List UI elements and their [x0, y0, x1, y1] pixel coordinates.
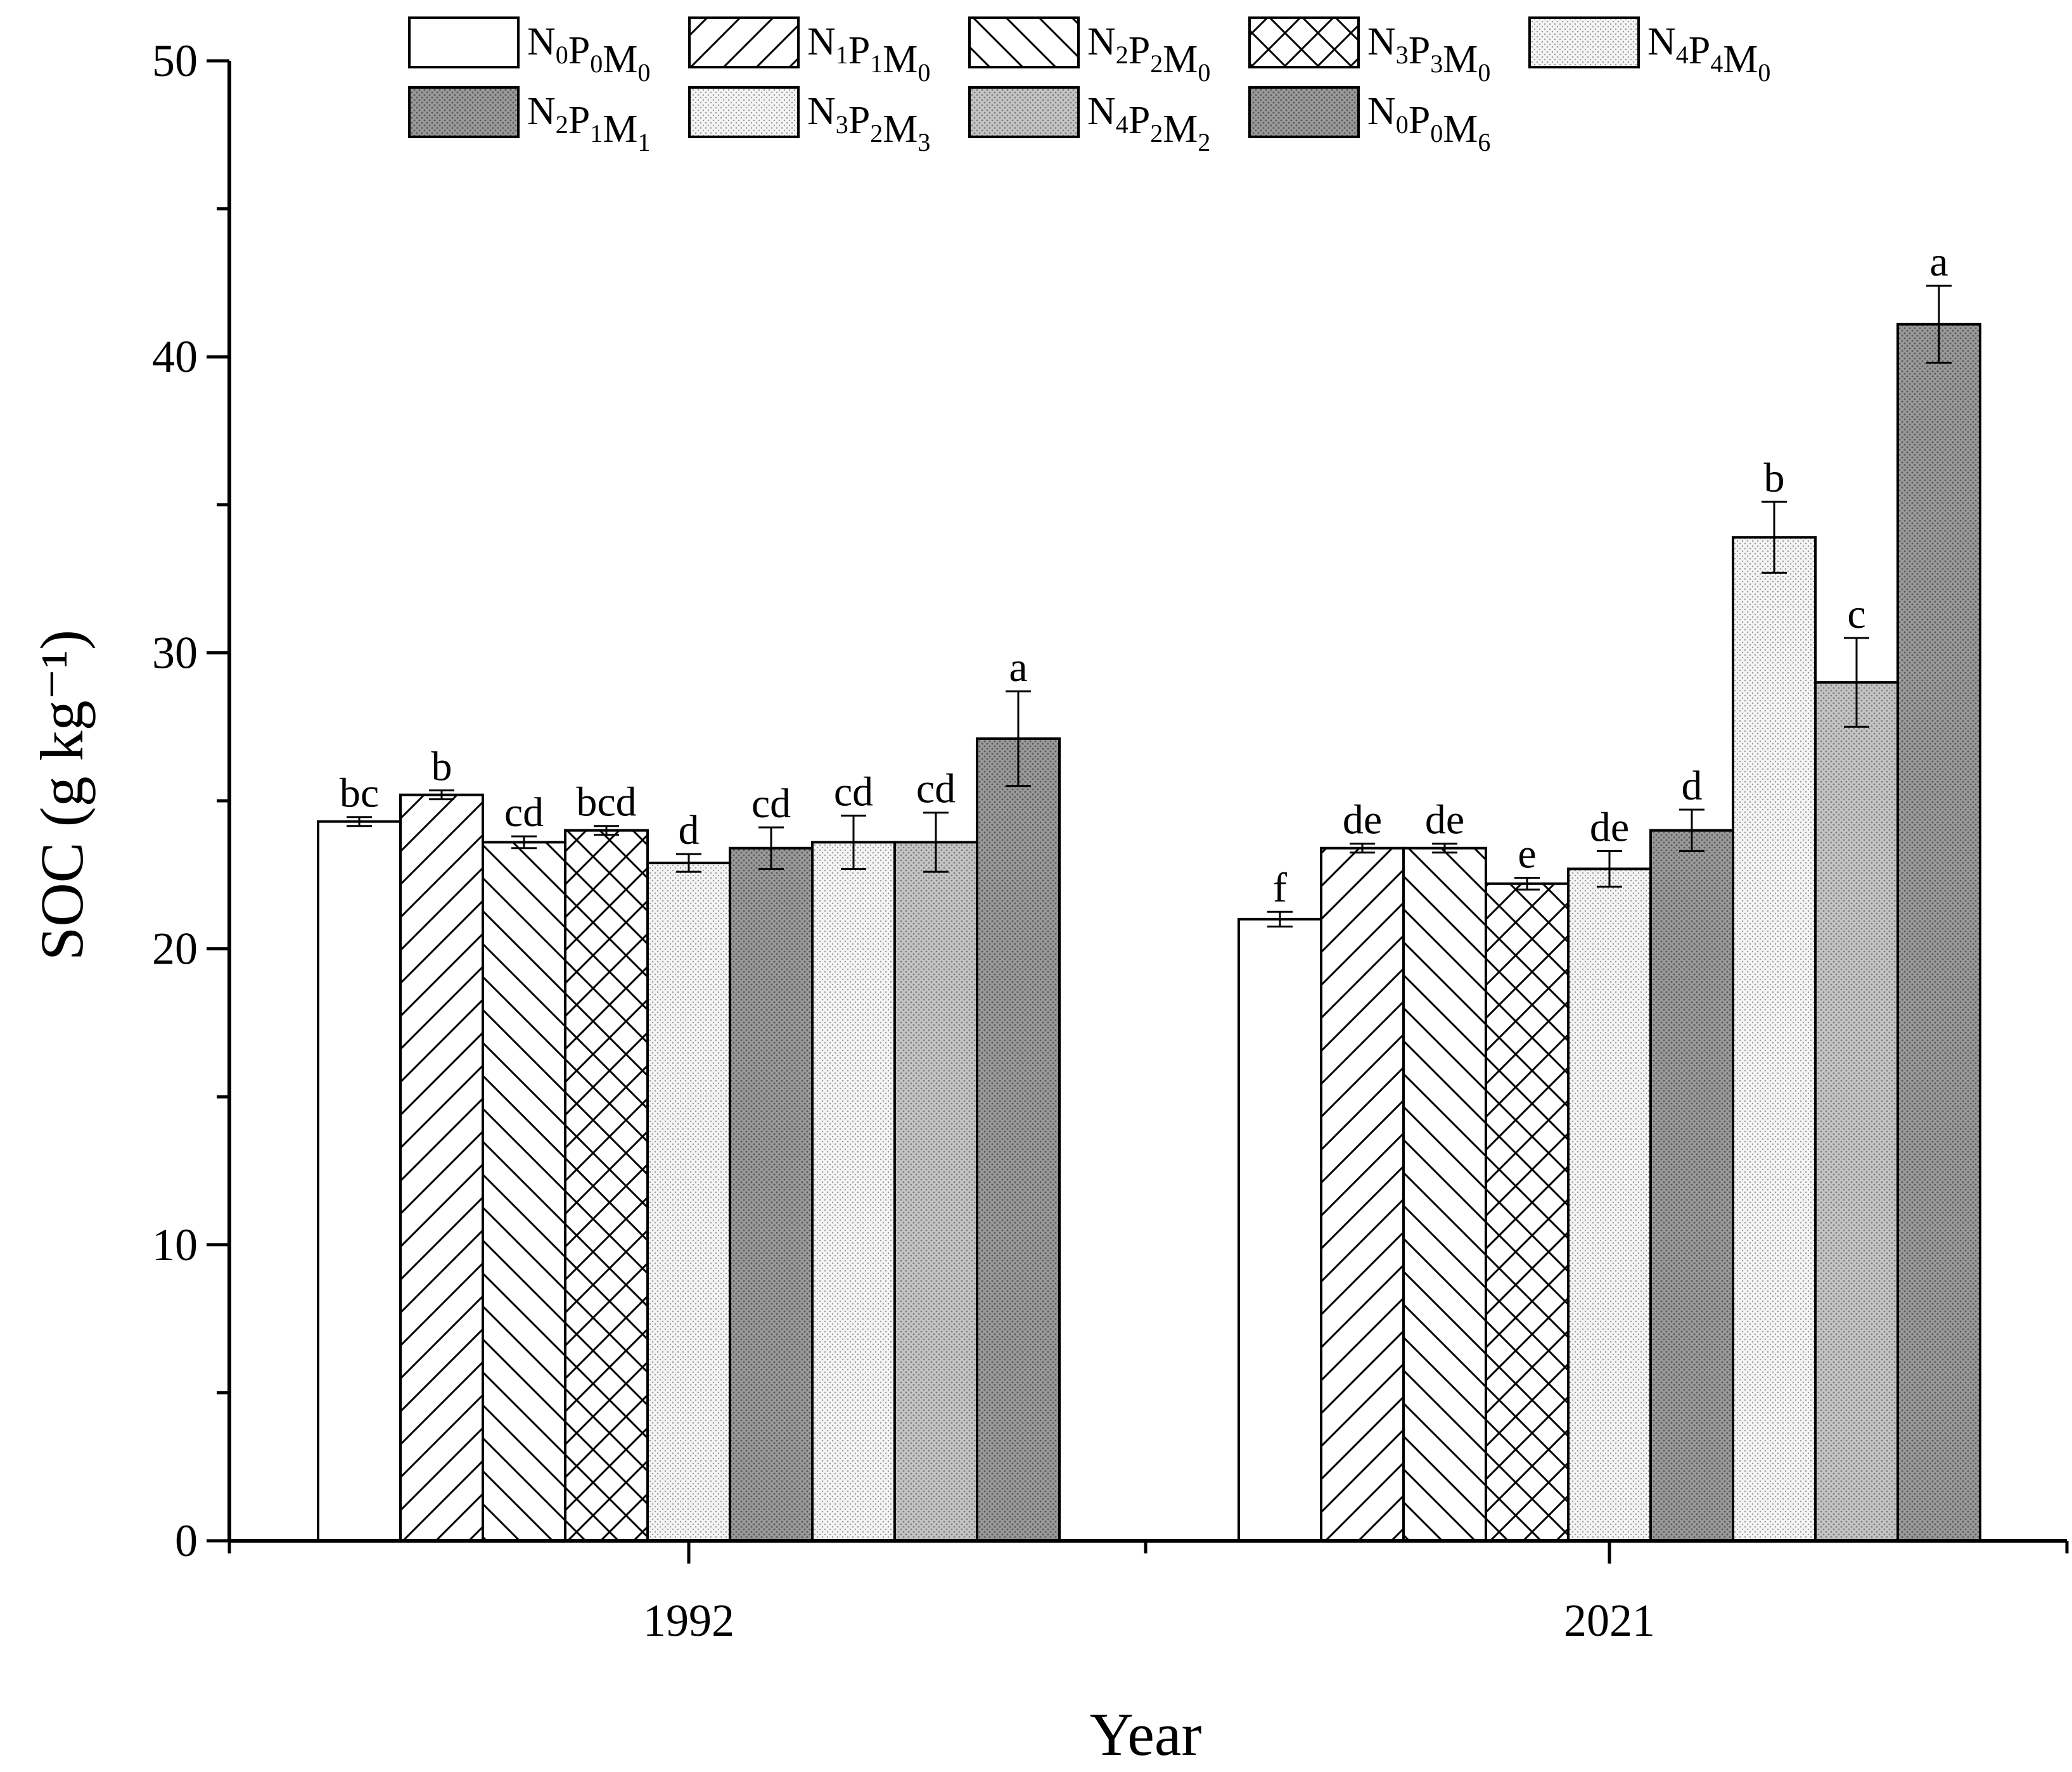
significance-label-N1P1M0-2021: de [1343, 797, 1382, 843]
y-tick-label: 10 [152, 1220, 198, 1270]
significance-label-N3P2M3-1992: cd [834, 768, 873, 815]
significance-label-N1P1M0-1992: b [432, 744, 452, 790]
bar-N4P4M0-1992 [646, 862, 731, 1542]
y-tick-label: 20 [152, 924, 198, 974]
legend-label-N1P1M0: N1P1M0 [807, 20, 930, 87]
bar-N0P0M0-1992 [317, 820, 402, 1542]
significance-label-N4P2M2-1992: cd [916, 766, 956, 812]
legend-swatch-N3P2M3 [688, 86, 800, 138]
bar-N3P3M0-2021 [1485, 882, 1570, 1542]
significance-label-N4P2M2-2021: c [1847, 591, 1865, 637]
legend-label-N0P0M0: N0P0M0 [527, 20, 650, 87]
bar-N1P1M0-2021 [1320, 846, 1405, 1542]
x-tick-label-2021: 2021 [1564, 1595, 1655, 1646]
significance-label-N2P2M0-1992: cd [504, 789, 544, 836]
x-tick-label-1992: 1992 [643, 1595, 734, 1646]
significance-label-N0P0M6-2021: a [1929, 239, 1948, 285]
x-axis-title: Year [1090, 1700, 1202, 1768]
legend-label-N0P0M6: N0P0M6 [1367, 90, 1490, 156]
bar-N2P2M0-1992 [482, 841, 566, 1542]
bar-N0P0M6-1992 [976, 737, 1061, 1542]
bar-N4P2M2-2021 [1814, 681, 1899, 1542]
bar-N2P1M1-1992 [729, 846, 814, 1542]
y-tick-label: 30 [152, 627, 198, 678]
significance-label-N0P0M6-1992: a [1009, 644, 1027, 691]
axes-layer: 0 10 20 30 40 50 1992 2021 [152, 35, 2069, 1646]
bar-N3P2M3-1992 [811, 841, 896, 1542]
legend-swatch-N4P2M2 [968, 86, 1080, 138]
legend-label-N2P1M1: N2P1M1 [527, 90, 650, 156]
legend-swatch-N1P1M0 [688, 16, 800, 68]
bar-N3P2M3-2021 [1732, 536, 1817, 1542]
legend-swatch-N2P1M1 [408, 86, 520, 138]
legend-swatch-N4P4M0 [1528, 16, 1640, 68]
bar-N1P1M0-1992 [399, 793, 484, 1542]
legend-swatch-N0P0M6 [1248, 86, 1360, 138]
legend-label-N3P2M3: N3P2M3 [807, 90, 930, 156]
significance-label-N2P2M0-2021: de [1425, 797, 1464, 843]
significance-label-N3P3M0-1992: bcd [576, 779, 636, 825]
significance-label-N4P4M0-1992: d [679, 807, 700, 853]
significance-label-N3P3M0-2021: e [1518, 831, 1536, 877]
bar-N4P2M2-1992 [893, 841, 978, 1542]
significance-label-N2P1M1-2021: d [1682, 763, 1703, 809]
legend-label-N4P4M0: N4P4M0 [1647, 20, 1770, 87]
bar-N0P0M6-2021 [1896, 322, 1981, 1543]
legend: N0P0M0 N1P1M0 N2P2M0 N3P3M0 N4P4M0 N2P1M1 N3P2… [408, 16, 1770, 156]
significance-label-N4P4M0-2021: de [1590, 804, 1629, 850]
bar-N0P0M0-2021 [1237, 917, 1322, 1542]
significance-label-N2P1M1-1992: cd [751, 781, 791, 827]
y-tick-label: 40 [152, 331, 198, 382]
y-tick-label: 50 [152, 35, 198, 86]
legend-label-N3P3M0: N3P3M0 [1367, 20, 1490, 87]
significance-label-N0P0M0-2021: f [1273, 865, 1287, 911]
legend-swatch-N3P3M0 [1248, 16, 1360, 68]
bar-N2P2M0-2021 [1402, 846, 1487, 1542]
bar-N4P4M0-2021 [1567, 867, 1652, 1542]
y-axis-title: SOC (g kg⁻¹) [28, 630, 96, 960]
significance-label-N0P0M0-1992: bc [340, 770, 379, 817]
legend-swatch-N0P0M0 [408, 16, 520, 68]
bar-N2P1M1-2021 [1649, 829, 1734, 1542]
legend-label-N2P2M0: N2P2M0 [1087, 20, 1210, 87]
legend-label-N4P2M2: N4P2M2 [1087, 90, 1210, 156]
significance-label-N3P2M3-2021: b [1764, 455, 1785, 501]
legend-swatch-N2P2M0 [968, 16, 1080, 68]
bar-N3P3M0-1992 [564, 829, 649, 1542]
y-tick-label: 0 [175, 1515, 198, 1566]
